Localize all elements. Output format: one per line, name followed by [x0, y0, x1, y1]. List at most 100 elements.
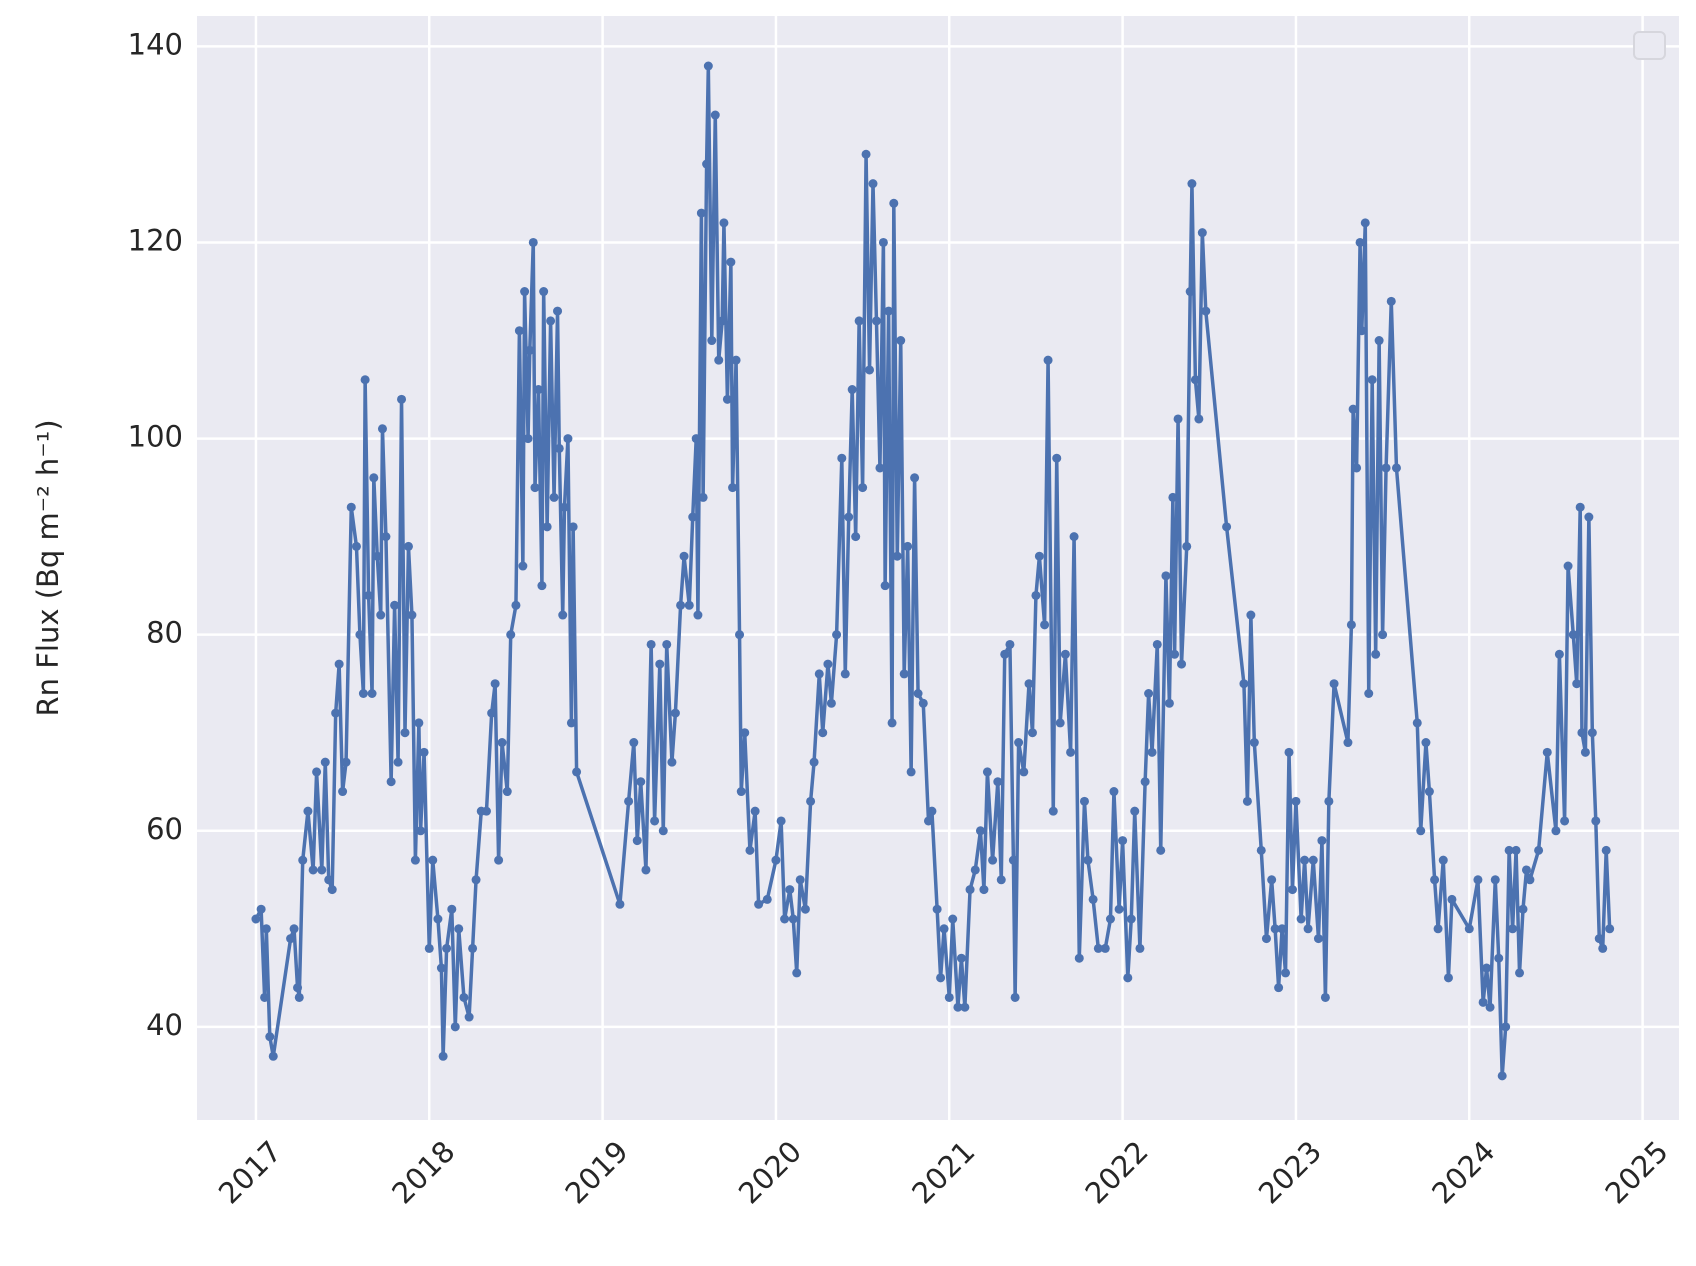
data-point: [1601, 845, 1611, 855]
data-point: [481, 806, 491, 816]
data-point: [624, 796, 634, 806]
data-point: [1274, 983, 1284, 993]
data-point: [906, 767, 916, 777]
data-point: [776, 816, 786, 826]
data-point: [381, 532, 391, 542]
data-point: [436, 963, 446, 973]
data-point: [868, 179, 878, 189]
data-point: [865, 365, 875, 375]
data-point: [1182, 541, 1192, 551]
data-point: [899, 669, 909, 679]
data-point: [658, 826, 668, 836]
data-point: [667, 757, 677, 767]
data-point: [858, 483, 868, 493]
y-tick-label: 100: [128, 420, 183, 454]
data-point: [1027, 728, 1037, 738]
data-point: [1246, 610, 1256, 620]
data-point: [506, 630, 516, 640]
data-point: [289, 924, 299, 934]
data-point: [1473, 875, 1483, 885]
data-point: [851, 532, 861, 542]
data-point: [327, 885, 337, 895]
data-point: [1270, 924, 1280, 934]
data-point: [1563, 561, 1573, 571]
data-point: [696, 208, 706, 218]
data-point: [792, 968, 802, 978]
data-point: [553, 306, 563, 316]
data-point: [698, 492, 708, 502]
data-point: [260, 992, 270, 1002]
data-point: [428, 855, 438, 865]
data-point: [717, 316, 727, 326]
data-point: [450, 1022, 460, 1032]
data-point: [294, 992, 304, 1002]
x-tick-label: 2020: [732, 1134, 808, 1210]
data-point: [1378, 630, 1388, 640]
data-point: [871, 316, 881, 326]
data-point: [1317, 836, 1327, 846]
data-point: [1605, 924, 1615, 934]
data-point: [568, 522, 578, 532]
data-point: [832, 630, 842, 640]
data-point: [1485, 1002, 1495, 1012]
data-point: [1291, 796, 1301, 806]
data-point: [293, 983, 303, 993]
data-point: [1560, 816, 1570, 826]
data-point: [1497, 1071, 1507, 1081]
data-point: [1140, 777, 1150, 787]
data-point: [1123, 973, 1133, 983]
data-point: [572, 767, 582, 777]
data-point: [1126, 914, 1136, 924]
data-point: [1534, 845, 1544, 855]
data-point: [1019, 767, 1029, 777]
data-point: [1079, 796, 1089, 806]
data-point: [878, 237, 888, 247]
data-point: [691, 434, 701, 444]
data-point: [324, 875, 334, 885]
data-point: [1239, 679, 1249, 689]
data-point: [719, 218, 729, 228]
data-point: [837, 453, 847, 463]
data-point: [410, 855, 420, 865]
data-point: [1267, 875, 1277, 885]
data-point: [702, 159, 712, 169]
y-tick-label: 80: [146, 616, 183, 650]
data-point: [1177, 659, 1187, 669]
data-point: [1144, 688, 1154, 698]
data-point: [360, 375, 370, 385]
data-point: [256, 904, 266, 914]
x-tick-label: 2022: [1079, 1134, 1155, 1210]
data-point: [539, 287, 549, 297]
data-point: [1060, 649, 1070, 659]
data-point: [809, 757, 819, 767]
data-point: [880, 581, 890, 591]
data-point: [454, 924, 464, 934]
x-tick-label: 2018: [385, 1134, 461, 1210]
data-point: [788, 914, 798, 924]
data-point: [1034, 551, 1044, 561]
data-point: [965, 885, 975, 895]
data-point: [1173, 414, 1183, 424]
data-point: [320, 757, 330, 767]
data-point: [1357, 326, 1367, 336]
data-point: [1156, 845, 1166, 855]
data-point: [1010, 992, 1020, 1002]
data-point: [1105, 914, 1115, 924]
data-point: [731, 355, 741, 365]
data-point: [400, 728, 410, 738]
data-point: [1284, 747, 1294, 757]
data-point: [993, 777, 1003, 787]
marks: [251, 61, 1615, 1081]
data-point: [1256, 845, 1266, 855]
data-point: [735, 630, 745, 640]
data-point: [334, 659, 344, 669]
data-point: [1164, 698, 1174, 708]
data-point: [1386, 296, 1396, 306]
data-point: [676, 600, 686, 610]
data-point: [887, 718, 897, 728]
data-point: [1577, 728, 1587, 738]
y-tick-label: 120: [128, 223, 183, 257]
data-point: [771, 855, 781, 865]
data-point: [840, 669, 850, 679]
data-point: [889, 198, 899, 208]
